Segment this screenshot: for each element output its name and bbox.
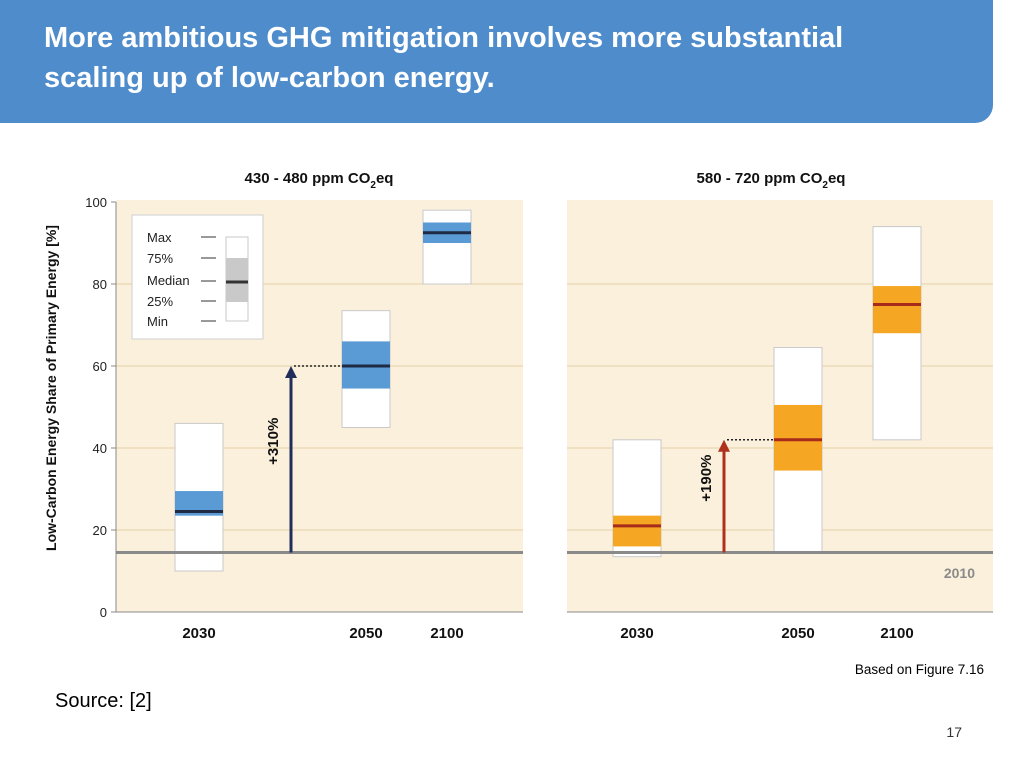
box-iqr-p2-2100	[873, 286, 921, 334]
panel-2-title: 580 - 720 ppm CO2eq	[697, 170, 846, 191]
x-tick-label-p1-2030: 2030	[182, 625, 215, 642]
baseline-label-2010: 2010	[944, 565, 975, 581]
legend-label-min: Min	[147, 314, 168, 329]
x-tick-label-p2-2030: 2030	[620, 625, 653, 642]
x-tick-label-p2-2050: 2050	[781, 625, 814, 642]
legend-label-q1: 25%	[147, 294, 173, 309]
y-tick-label-20: 20	[93, 523, 107, 538]
arrow-label-p2: +190%	[698, 455, 715, 502]
box-iqr-p2-2030	[613, 515, 661, 547]
box-range-p1-2100	[422, 209, 472, 285]
y-tick-label-80: 80	[93, 277, 107, 292]
arrow-head-p1	[285, 366, 297, 378]
y-tick-label-100: 100	[85, 195, 107, 210]
legend: Max 75% Median 25% Min	[131, 214, 264, 340]
arrow-label-p1: +310%	[265, 418, 282, 465]
box-iqr-p2-2050	[774, 404, 822, 471]
title-banner: More ambitious GHG mitigation involves m…	[0, 0, 993, 123]
arrow-head-p2	[718, 439, 730, 452]
slide-number: 17	[946, 724, 962, 740]
box-range-p2-2100	[872, 226, 922, 441]
legend-label-max: Max	[147, 230, 172, 245]
y-tick-label-0: 0	[100, 605, 107, 620]
legend-label-median: Median	[147, 273, 190, 288]
legend-label-q3: 75%	[147, 251, 173, 266]
y-tick-label-40: 40	[93, 441, 107, 456]
source-citation: Source: [2]	[55, 690, 152, 712]
figure-reference: Based on Figure 7.16	[854, 662, 984, 677]
x-tick-label-p1-2100: 2100	[430, 625, 463, 642]
y-tick-label-60: 60	[93, 359, 107, 374]
slide-title: More ambitious GHG mitigation involves m…	[44, 22, 844, 94]
x-tick-label-p1-2050: 2050	[349, 625, 382, 642]
y-axis-label: Low-Carbon Energy Share of Primary Energ…	[43, 225, 59, 551]
panel-1-title: 430 - 480 ppm CO2eq	[245, 170, 394, 191]
x-tick-label-p2-2100: 2100	[880, 625, 913, 642]
legend-iqr-box	[226, 258, 248, 302]
